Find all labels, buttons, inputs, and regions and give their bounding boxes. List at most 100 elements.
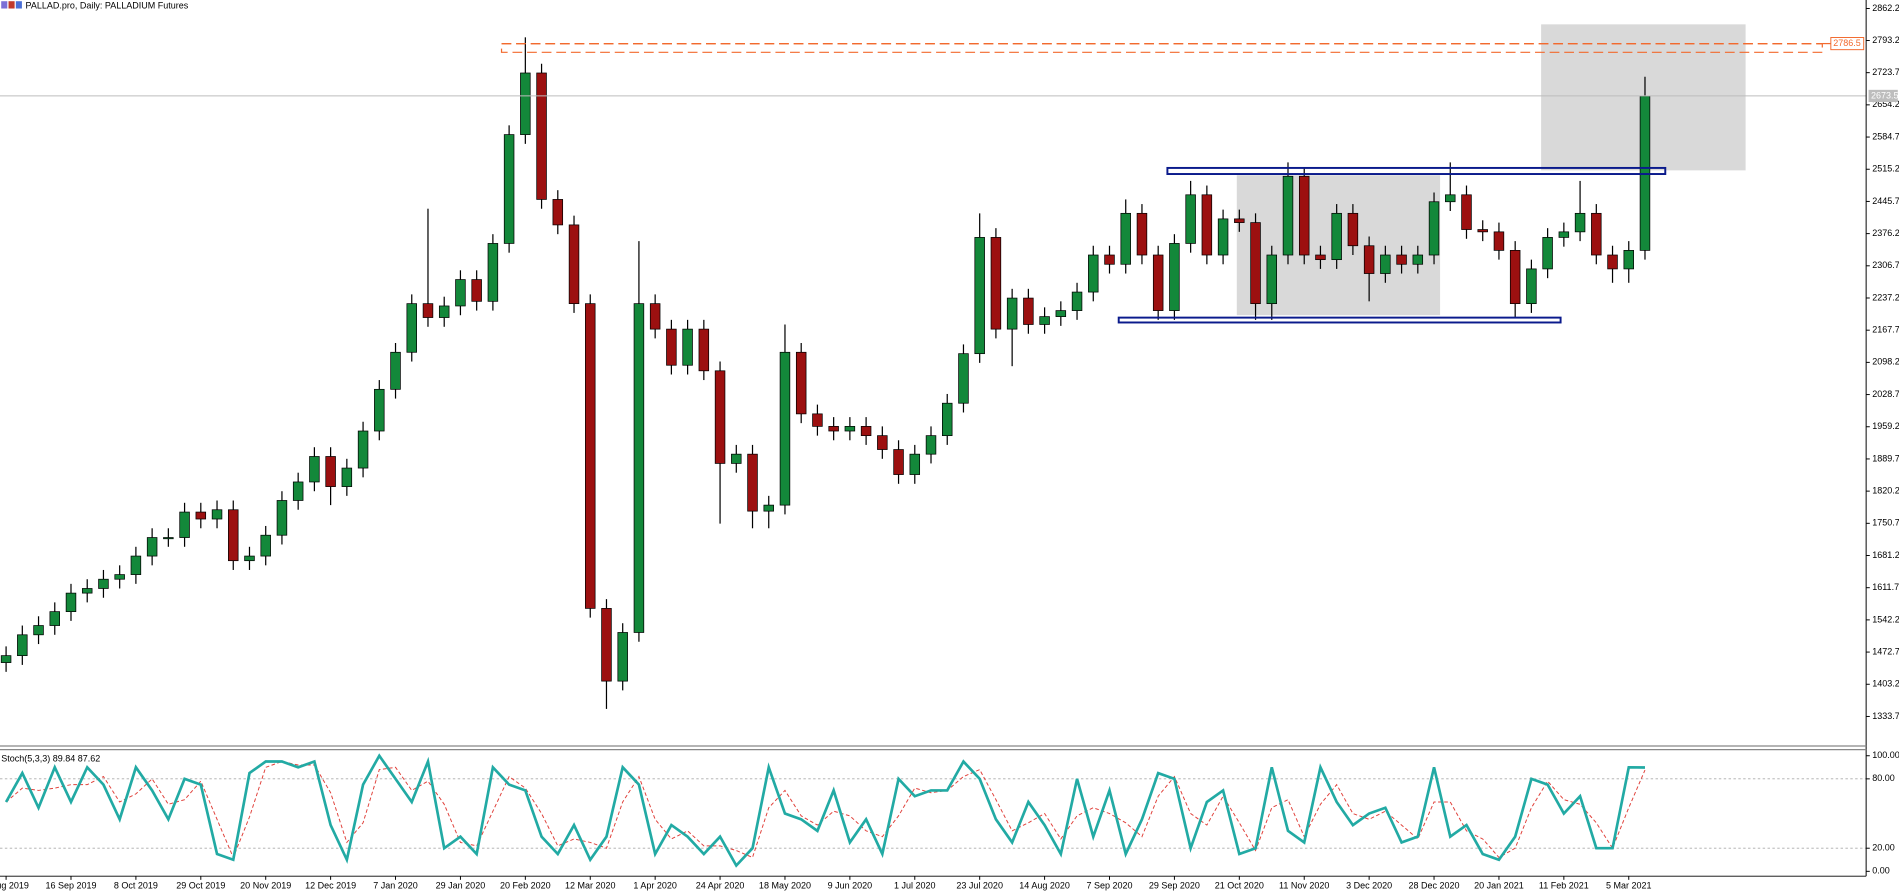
x-tick-label: 18 May 2020 (759, 880, 811, 890)
candle-body (520, 72, 531, 135)
y-tick-label: 2376.2 (1872, 228, 1899, 238)
candle-body (1169, 243, 1180, 311)
candle-body (1250, 222, 1261, 305)
icon (15, 1, 22, 9)
candle-body (974, 237, 985, 355)
candle-body (1542, 237, 1553, 270)
x-tick-label: 21 Oct 2020 (1215, 880, 1264, 890)
candle-body (17, 634, 28, 657)
y-tick-label: 1403.2 (1872, 679, 1899, 689)
candle-body (649, 303, 661, 330)
y-tick-label: 1611.7 (1872, 582, 1899, 592)
candle-body (1039, 316, 1050, 325)
x-tick-label: 9 Jun 2020 (828, 880, 873, 890)
candle-body (698, 328, 710, 372)
candle-body (81, 588, 93, 594)
price-label-box (1830, 37, 1865, 51)
candle-body (114, 574, 125, 580)
candle-body (1006, 297, 1018, 330)
x-tick-label: 1 Jul 2020 (894, 880, 936, 890)
y-tick-label: 1750.7 (1872, 518, 1899, 528)
x-tick-label: 14 Aug 2020 (1019, 880, 1070, 890)
candle-body (731, 453, 742, 464)
candle-body (1526, 268, 1537, 305)
x-tick-label: 7 Sep 2020 (1086, 880, 1132, 890)
y-tick-label: 2167.7 (1872, 325, 1899, 335)
candle-body (1558, 231, 1570, 238)
candle-body (1201, 194, 1213, 256)
candle-body (1591, 212, 1602, 256)
candle-body (763, 504, 774, 512)
candle-body (1461, 194, 1472, 230)
candle-body (1071, 291, 1083, 311)
y-tick-label: 80.00 (1872, 773, 1895, 783)
candle-body (374, 388, 385, 432)
y-tick-label: 2584.7 (1872, 131, 1899, 141)
candle-body (747, 453, 758, 512)
candle-body (1185, 194, 1196, 244)
candle-body (1136, 212, 1148, 256)
x-tick-label: 28 Dec 2020 (1409, 880, 1460, 890)
candle-body (1282, 175, 1294, 256)
y-tick-label: 2723.7 (1872, 67, 1899, 77)
candle-body (617, 632, 628, 682)
candle-body (163, 537, 174, 540)
candle-body (1380, 254, 1391, 274)
x-tick-label: 1 Apr 2020 (633, 880, 677, 890)
candle-body (779, 351, 791, 506)
x-tick-label: 7 Jan 2020 (373, 880, 418, 890)
candle-body (260, 534, 271, 557)
candle-body (0, 655, 12, 663)
y-tick-label: 1959.2 (1872, 421, 1899, 431)
y-tick-label: 20.00 (1872, 843, 1895, 853)
y-tick-label: 2654.2 (1872, 99, 1899, 109)
x-tick-label: 29 Oct 2019 (176, 880, 225, 890)
candle-body (633, 303, 645, 633)
candle-body (487, 243, 499, 302)
candle-body (990, 237, 1002, 330)
candle-body (179, 511, 190, 538)
x-tick-label: 3 Dec 2020 (1346, 880, 1392, 890)
y-tick-label: 1542.2 (1872, 614, 1899, 624)
y-tick-label: 1820.2 (1872, 486, 1899, 496)
candle-body (828, 426, 839, 432)
candle-body (1396, 254, 1407, 265)
candle-body (244, 555, 255, 562)
price-label: 2786.5 (1833, 38, 1861, 48)
plot-area (0, 37, 1867, 868)
candle-body (1331, 212, 1342, 261)
x-tick-label: 29 Sep 2020 (1149, 880, 1200, 890)
x-tick-label: 11 Feb 2021 (1539, 880, 1589, 890)
y-tick-label: 2515.2 (1872, 164, 1899, 174)
candle-body (1623, 250, 1634, 270)
y-tick-label: 2098.2 (1872, 357, 1899, 367)
y-tick-label: 2445.7 (1872, 196, 1899, 206)
candle-body (130, 555, 142, 575)
y-tick-label: 100.00 (1872, 750, 1899, 760)
y-tick-label: 2862.2 (1872, 3, 1899, 13)
candle-body (211, 509, 223, 520)
y-tick-label: 1681.2 (1872, 550, 1899, 560)
candle-body (1412, 254, 1424, 265)
candle-body (195, 511, 207, 520)
candle-body (1055, 310, 1067, 317)
candle-body (228, 509, 239, 562)
candle-body (1347, 212, 1359, 247)
candle-body (909, 453, 921, 475)
candle-body (276, 500, 288, 536)
candle-body (1363, 245, 1375, 274)
candle-body (1266, 254, 1278, 305)
y-tick-label: 2793.2 (1872, 35, 1899, 45)
x-tick-label: 29 Jan 2020 (436, 880, 486, 890)
candle-body (1088, 254, 1099, 293)
candle-body (357, 430, 369, 469)
candle-body (1509, 250, 1521, 305)
channel-bottom (1117, 316, 1562, 324)
candle-body (455, 279, 466, 307)
y-tick-label: 1472.7 (1872, 646, 1899, 656)
candle-body (893, 449, 904, 475)
candle-body (65, 592, 77, 613)
candle-body (1477, 229, 1488, 233)
